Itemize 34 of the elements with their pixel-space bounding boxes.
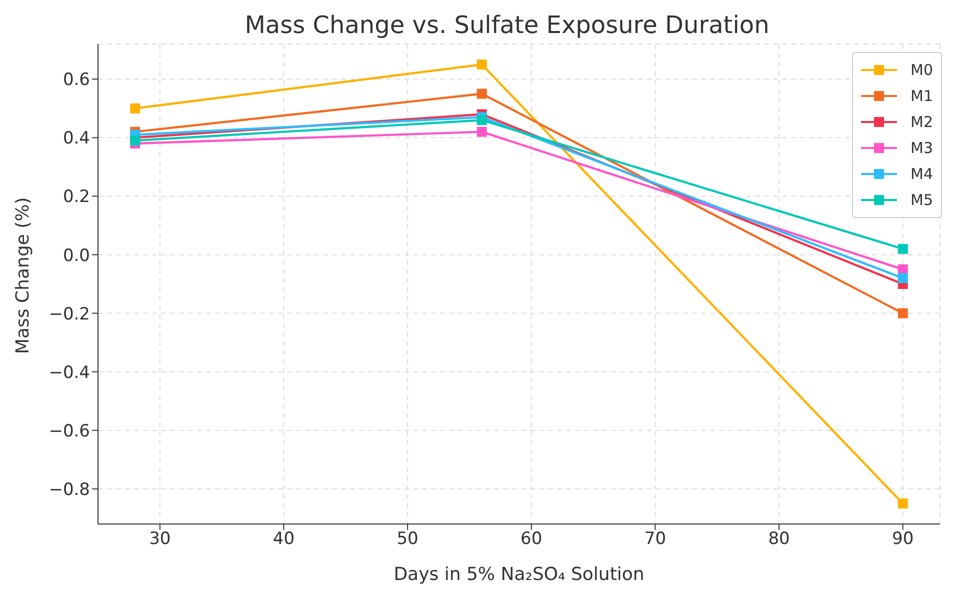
y-tick-label: 0.4 [62,128,90,149]
point [898,308,908,318]
x-tick-label: 80 [768,529,790,550]
x-tick-label: 40 [272,529,295,550]
legend-label: M5 [910,191,933,209]
legend-label: M1 [910,87,933,105]
y-tick-label: −0.2 [48,304,90,324]
legend-label: M4 [910,165,933,183]
y-tick-label: 0.2 [62,187,90,208]
legend-label: M2 [910,113,933,131]
x-tick-label: 70 [644,529,666,550]
point [476,115,487,126]
y-axis-title: Mass Change (%) [12,197,34,354]
point [130,136,140,146]
y-tick-label: −0.4 [48,362,90,383]
y-tick-label: 0.6 [62,70,90,90]
x-tick-label: 60 [520,529,542,550]
x-tick-label: 90 [892,529,914,550]
legend-label: M3 [910,139,933,157]
legend-label: M0 [910,61,933,79]
point [476,126,487,137]
x-tick-label: 50 [396,529,418,550]
point [898,244,908,254]
x-axis-title: Days in 5% Na₂SO₄ Solution [394,564,644,585]
y-tick-label: −0.6 [48,421,90,442]
point [898,273,908,284]
point [476,59,487,70]
point [898,498,908,509]
chart-title: Mass Change vs. Sulfate Exposure Duration [244,10,770,41]
y-tick-label: −0.8 [48,480,90,500]
x-tick-label: 30 [149,529,171,550]
point [130,103,140,114]
point [476,88,487,99]
y-tick-label: 0.0 [62,246,90,266]
